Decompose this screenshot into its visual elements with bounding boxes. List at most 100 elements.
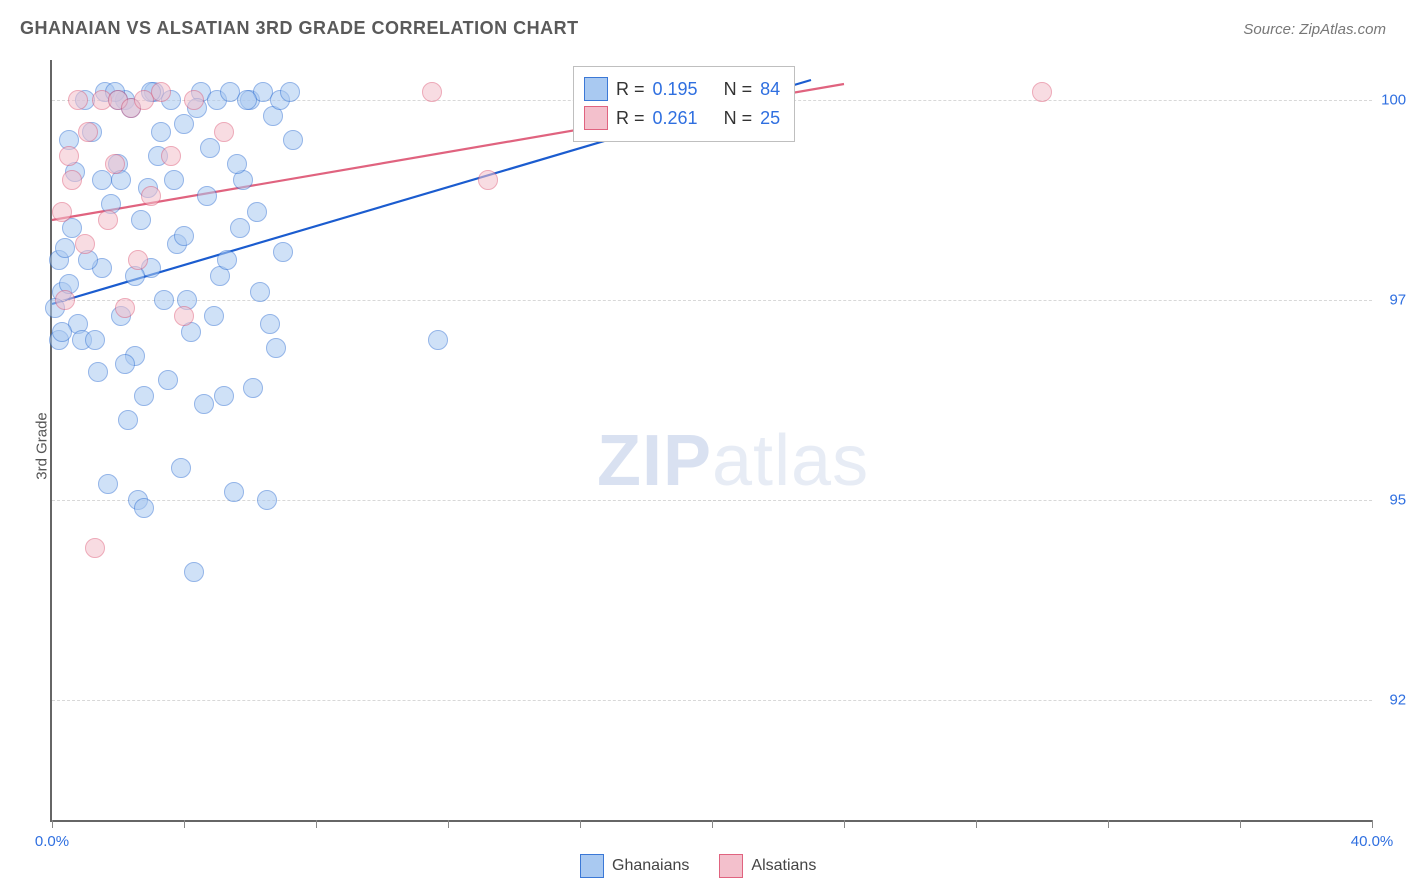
alsatians-point xyxy=(52,202,72,222)
alsatians-point xyxy=(98,210,118,230)
ghanaians-point xyxy=(184,562,204,582)
x-tick xyxy=(1108,820,1109,828)
chart-source: Source: ZipAtlas.com xyxy=(1243,21,1386,38)
plot-area: ZIPatlas 100.0%97.5%95.0%92.5%0.0%40.0% xyxy=(50,60,1372,822)
y-tick-label: 95.0% xyxy=(1377,492,1406,509)
ghanaians-point xyxy=(247,202,267,222)
ghanaians-point xyxy=(174,226,194,246)
source-prefix: Source: xyxy=(1243,21,1299,38)
ghanaians-point xyxy=(200,138,220,158)
x-tick xyxy=(1372,820,1373,828)
legend-swatch xyxy=(580,854,604,878)
ghanaians-point xyxy=(85,330,105,350)
stats-row-alsatians: R = 0.261N = 25 xyxy=(584,104,780,133)
stats-r-label: R = xyxy=(616,104,645,133)
stats-r-value: 0.195 xyxy=(653,75,698,104)
ghanaians-point xyxy=(260,314,280,334)
ghanaians-point xyxy=(158,370,178,390)
x-tick xyxy=(976,820,977,828)
y-tick-label: 97.5% xyxy=(1377,292,1406,309)
x-tick xyxy=(580,820,581,828)
ghanaians-point xyxy=(237,90,257,110)
ghanaians-point xyxy=(224,482,244,502)
gridline-h xyxy=(52,500,1372,501)
x-tick xyxy=(184,820,185,828)
chart-title: GHANAIAN VS ALSATIAN 3RD GRADE CORRELATI… xyxy=(20,18,579,39)
x-tick xyxy=(316,820,317,828)
gridline-h xyxy=(52,300,1372,301)
stats-r-label: R = xyxy=(616,75,645,104)
x-tick-label: 0.0% xyxy=(35,833,69,850)
stats-box: R = 0.195N = 84R = 0.261N = 25 xyxy=(573,66,795,142)
ghanaians-point xyxy=(98,474,118,494)
legend: Ghanaians Alsatians xyxy=(580,854,816,878)
stats-swatch xyxy=(584,106,608,130)
x-tick xyxy=(844,820,845,828)
x-tick xyxy=(712,820,713,828)
alsatians-point xyxy=(85,538,105,558)
x-tick xyxy=(52,820,53,828)
source-name: ZipAtlas.com xyxy=(1299,21,1386,38)
ghanaians-point xyxy=(257,490,277,510)
ghanaians-point xyxy=(88,362,108,382)
ghanaians-point xyxy=(171,458,191,478)
ghanaians-point xyxy=(134,498,154,518)
legend-label: Alsatians xyxy=(751,857,816,875)
ghanaians-point xyxy=(131,210,151,230)
ghanaians-point xyxy=(197,186,217,206)
y-tick-label: 100.0% xyxy=(1377,92,1406,109)
ghanaians-point xyxy=(174,114,194,134)
y-axis-label: 3rd Grade xyxy=(33,412,50,480)
ghanaians-point xyxy=(92,170,112,190)
gridline-h xyxy=(52,700,1372,701)
ghanaians-point xyxy=(250,282,270,302)
x-tick xyxy=(448,820,449,828)
alsatians-point xyxy=(115,298,135,318)
alsatians-point xyxy=(141,186,161,206)
alsatians-point xyxy=(55,290,75,310)
alsatians-point xyxy=(59,146,79,166)
stats-n-value: 84 xyxy=(760,75,780,104)
alsatians-point xyxy=(161,146,181,166)
ghanaians-point xyxy=(217,250,237,270)
y-tick-label: 92.5% xyxy=(1377,692,1406,709)
alsatians-point xyxy=(184,90,204,110)
ghanaians-point xyxy=(227,154,247,174)
alsatians-point xyxy=(105,154,125,174)
stats-row-ghanaians: R = 0.195N = 84 xyxy=(584,75,780,104)
ghanaians-point xyxy=(230,218,250,238)
alsatians-point xyxy=(75,234,95,254)
stats-n-label: N = xyxy=(724,104,753,133)
stats-swatch xyxy=(584,77,608,101)
alsatians-point xyxy=(68,90,88,110)
ghanaians-point xyxy=(283,130,303,150)
alsatians-point xyxy=(1032,82,1052,102)
alsatians-point xyxy=(78,122,98,142)
ghanaians-point xyxy=(164,170,184,190)
alsatians-point xyxy=(174,306,194,326)
alsatians-point xyxy=(214,122,234,142)
legend-item-alsatians: Alsatians xyxy=(719,854,816,878)
ghanaians-point xyxy=(154,290,174,310)
ghanaians-point xyxy=(118,410,138,430)
ghanaians-point xyxy=(266,338,286,358)
ghanaians-point xyxy=(134,386,154,406)
ghanaians-point xyxy=(280,82,300,102)
alsatians-point xyxy=(128,250,148,270)
stats-n-value: 25 xyxy=(760,104,780,133)
legend-swatch xyxy=(719,854,743,878)
ghanaians-point xyxy=(55,238,75,258)
legend-label: Ghanaians xyxy=(612,857,689,875)
ghanaians-point xyxy=(194,394,214,414)
ghanaians-point xyxy=(243,378,263,398)
x-tick xyxy=(1240,820,1241,828)
x-tick-label: 40.0% xyxy=(1351,833,1394,850)
legend-item-ghanaians: Ghanaians xyxy=(580,854,689,878)
chart-header: GHANAIAN VS ALSATIAN 3RD GRADE CORRELATI… xyxy=(20,18,1386,39)
ghanaians-point xyxy=(273,242,293,262)
alsatians-point xyxy=(422,82,442,102)
alsatians-point xyxy=(62,170,82,190)
ghanaians-point xyxy=(52,322,72,342)
ghanaians-point xyxy=(115,354,135,374)
ghanaians-point xyxy=(204,306,224,326)
